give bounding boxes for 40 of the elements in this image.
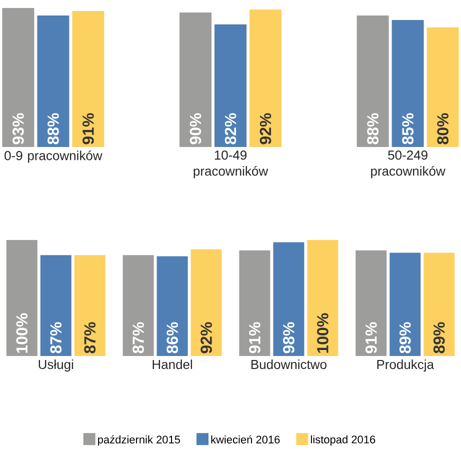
x-tick-label: 0-9 pracowników xyxy=(4,150,102,163)
bar xyxy=(37,15,70,147)
x-tick-label: Produkcja xyxy=(377,360,434,372)
data-label: 89% xyxy=(433,322,445,354)
bar xyxy=(180,12,212,147)
data-label: 100% xyxy=(317,313,328,353)
legend-label: listopad 2016 xyxy=(310,435,376,446)
data-label: 86% xyxy=(166,322,178,354)
x-tick-label: Handel xyxy=(152,360,192,370)
data-label: 82% xyxy=(224,113,236,144)
legend-label: kwiecień 2016 xyxy=(211,435,280,444)
data-label: 91% xyxy=(365,322,377,354)
bar xyxy=(2,8,34,147)
data-label: 93% xyxy=(12,113,24,144)
bar xyxy=(356,15,389,147)
data-label: 88% xyxy=(48,113,59,144)
data-label: 85% xyxy=(402,113,414,144)
data-label: 91% xyxy=(249,322,260,354)
data-label: 100% xyxy=(16,313,28,353)
x-tick-label: 50-249 pracowników xyxy=(371,150,446,178)
data-label: 91% xyxy=(82,113,94,144)
data-label: 87% xyxy=(84,322,96,354)
data-label: 92% xyxy=(200,322,212,354)
data-label: 87% xyxy=(50,322,62,354)
data-label: 92% xyxy=(260,113,272,144)
legend-label: październik 2015 xyxy=(98,435,180,446)
data-label: 80% xyxy=(437,113,448,144)
x-tick-label: Budownictwo xyxy=(251,360,326,370)
data-label: 87% xyxy=(132,322,144,354)
bar xyxy=(392,20,424,147)
data-label: 89% xyxy=(399,322,411,354)
bar xyxy=(250,9,282,147)
bar xyxy=(426,27,459,147)
data-label: 98% xyxy=(283,322,294,354)
x-tick-label: Usługi xyxy=(38,360,74,372)
bar xyxy=(72,10,104,147)
x-tick-label: 10-49 pracowników xyxy=(194,150,268,178)
bar xyxy=(214,24,246,147)
data-label: 90% xyxy=(190,113,202,144)
data-label: 88% xyxy=(367,113,378,144)
